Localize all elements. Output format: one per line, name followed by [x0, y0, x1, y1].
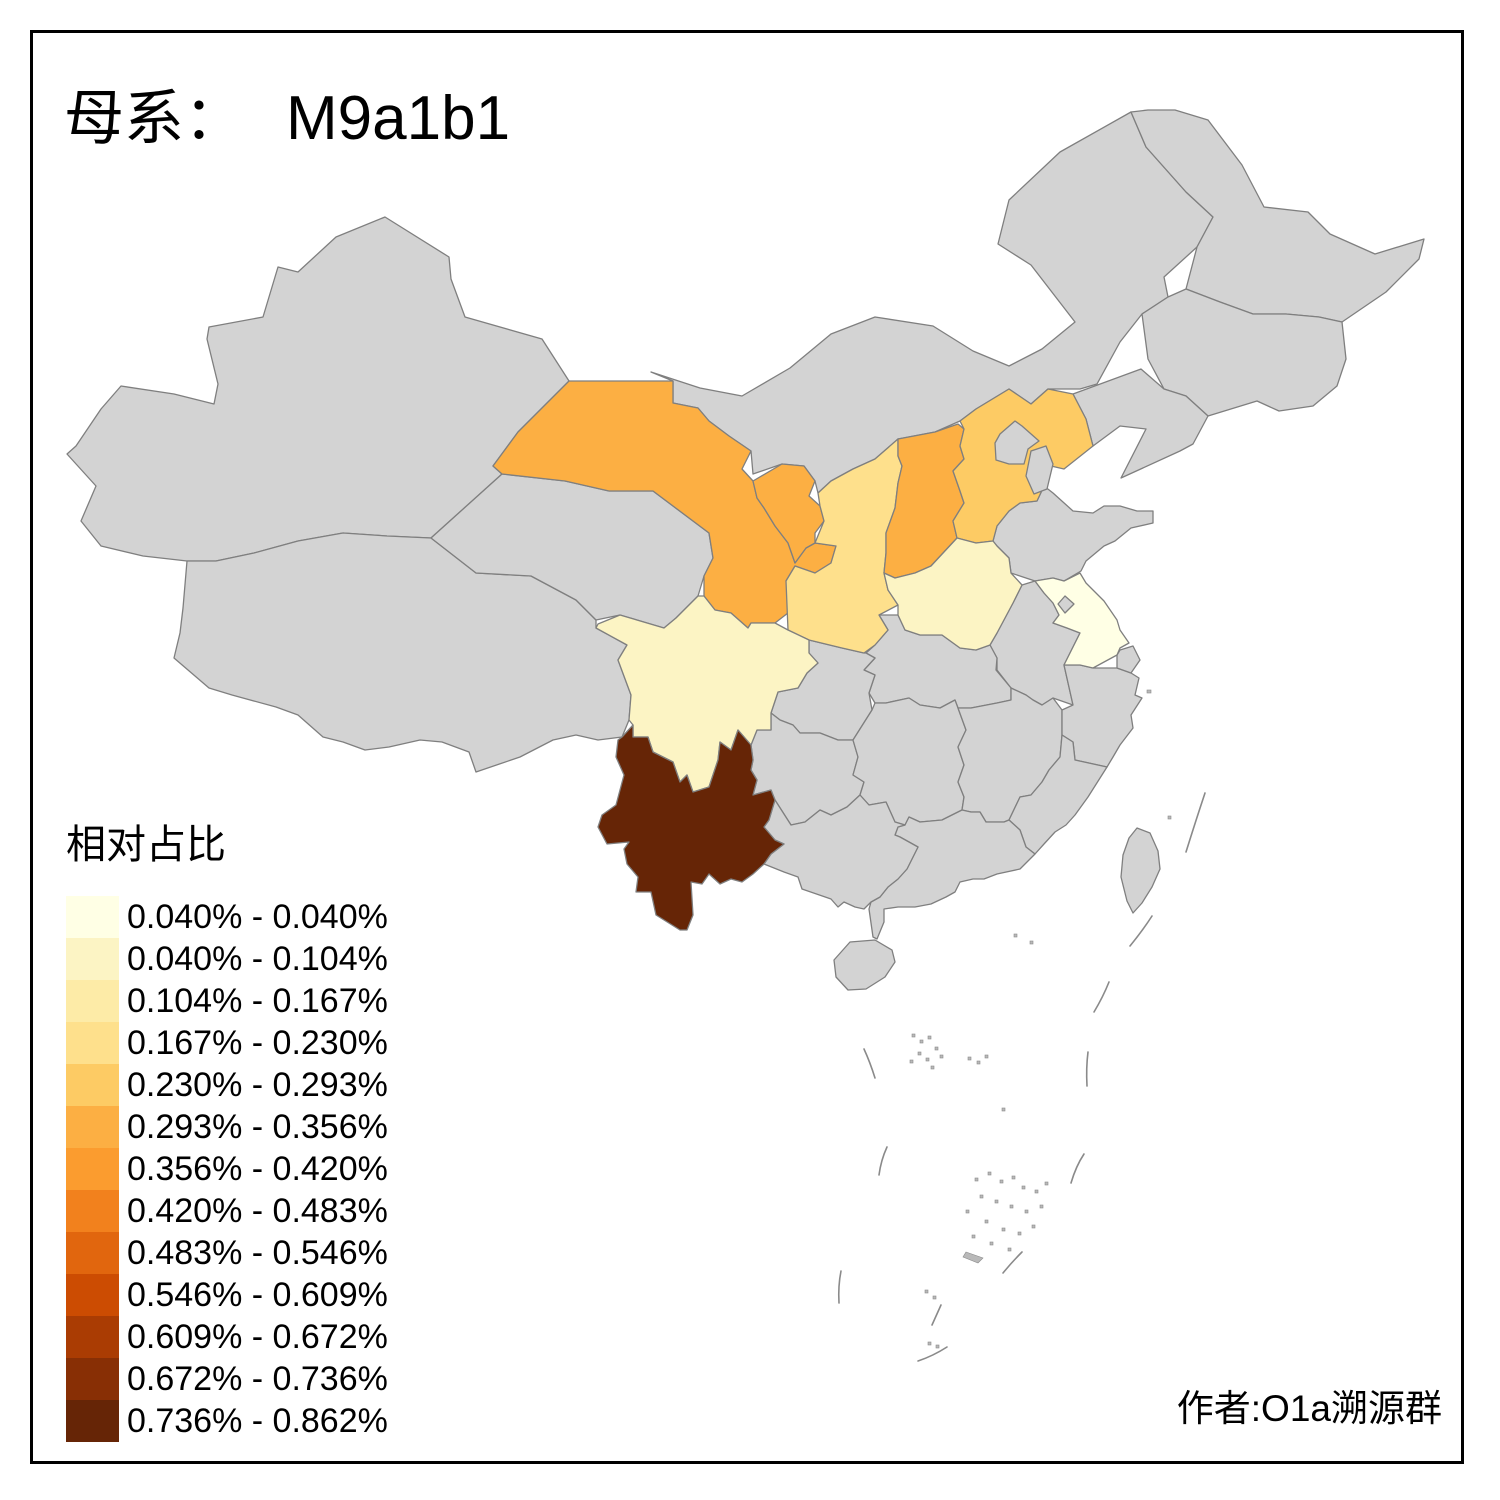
- nine-dash-line-segment: [1093, 981, 1110, 1013]
- title-haplogroup: M9a1b1: [286, 84, 511, 153]
- legend-label: 0.167% - 0.230%: [127, 1024, 388, 1062]
- province-ningxia: [752, 463, 825, 564]
- legend-swatch: [66, 1400, 119, 1442]
- province-hebei: [952, 388, 1094, 544]
- nine-dash-line-segment: [1002, 1251, 1023, 1274]
- nine-dash-line-segment: [1070, 1153, 1085, 1184]
- nine-dash-line-segment: [863, 1048, 876, 1079]
- legend-row: 0.609% - 0.672%: [66, 1316, 388, 1358]
- lake-hongze: [1057, 595, 1075, 614]
- legend-title: 相对占比: [66, 822, 226, 867]
- nine-dash-line: [837, 792, 1206, 1362]
- legend-row: 0.420% - 0.483%: [66, 1190, 388, 1232]
- legend-label: 0.672% - 0.736%: [127, 1360, 388, 1398]
- legend-label: 0.356% - 0.420%: [127, 1150, 388, 1188]
- legend-label: 0.483% - 0.546%: [127, 1234, 388, 1272]
- legend-row: 0.546% - 0.609%: [66, 1274, 388, 1316]
- legend-swatch: [66, 1316, 119, 1358]
- legend: 相对占比 0.040% - 0.040% 0.040% - 0.104% 0.104…: [66, 812, 388, 1442]
- legend-swatch: [66, 1232, 119, 1274]
- legend-swatch: [66, 1106, 119, 1148]
- legend-swatch: [66, 1358, 119, 1400]
- nine-dash-line-segment: [917, 1346, 948, 1362]
- legend-swatch: [66, 1190, 119, 1232]
- legend-label: 0.040% - 0.104%: [127, 940, 388, 978]
- nine-dash-line-segment: [878, 1146, 888, 1176]
- legend-swatch: [66, 896, 119, 938]
- legend-label: 0.104% - 0.167%: [127, 982, 388, 1020]
- province-hainan: [833, 939, 896, 991]
- legend-rows: 0.040% - 0.040% 0.040% - 0.104% 0.104% - 0…: [66, 896, 388, 1442]
- province-jilin: [1141, 288, 1347, 417]
- legend-swatch: [66, 1022, 119, 1064]
- province-henan: [883, 537, 1023, 651]
- nine-dash-line-segment: [931, 1304, 942, 1326]
- legend-label: 0.230% - 0.293%: [127, 1066, 388, 1104]
- legend-row: 0.230% - 0.293%: [66, 1064, 388, 1106]
- legend-row: 0.356% - 0.420%: [66, 1148, 388, 1190]
- attribution: 作者:O1a溯源群: [1176, 1388, 1442, 1429]
- legend-swatch: [66, 1064, 119, 1106]
- province-shanghai: [1116, 645, 1141, 674]
- nine-dash-line-segment: [1185, 792, 1206, 853]
- nine-dash-line-segment: [837, 1270, 842, 1304]
- legend-row: 0.483% - 0.546%: [66, 1232, 388, 1274]
- province-inner-mongolia: [650, 111, 1214, 494]
- legend-row: 0.104% - 0.167%: [66, 980, 388, 1022]
- legend-label: 0.609% - 0.672%: [127, 1318, 388, 1356]
- islands: [909, 689, 1172, 1349]
- legend-swatch: [66, 938, 119, 980]
- legend-swatch: [66, 1274, 119, 1316]
- province-taiwan: [1120, 827, 1161, 914]
- province-beijing: [994, 420, 1040, 465]
- legend-label: 0.293% - 0.356%: [127, 1108, 388, 1146]
- page-title: 母系： M9a1b1: [64, 70, 510, 157]
- legend-row: 0.040% - 0.104%: [66, 938, 388, 980]
- legend-row: 0.293% - 0.356%: [66, 1106, 388, 1148]
- legend-label: 0.040% - 0.040%: [127, 898, 388, 936]
- province-heilongjiang: [1130, 109, 1425, 323]
- nine-dash-line-segment: [1085, 1051, 1089, 1087]
- nine-dash-line-segment: [1129, 915, 1153, 947]
- province-yunnan: [597, 724, 785, 931]
- legend-label: 0.546% - 0.609%: [127, 1276, 388, 1314]
- legend-label: 0.736% - 0.862%: [127, 1402, 388, 1440]
- legend-row: 0.672% - 0.736%: [66, 1358, 388, 1400]
- legend-row: 0.167% - 0.230%: [66, 1022, 388, 1064]
- legend-label: 0.420% - 0.483%: [127, 1192, 388, 1230]
- legend-swatch: [66, 1148, 119, 1190]
- legend-row: 0.040% - 0.040%: [66, 896, 388, 938]
- province-jiangsu: [1034, 572, 1130, 669]
- province-tianjin: [1025, 445, 1054, 495]
- legend-row: 0.736% - 0.862%: [66, 1400, 388, 1442]
- spratly-bank: [962, 1251, 984, 1264]
- title-prefix: 母系：: [64, 86, 244, 152]
- legend-swatch: [66, 980, 119, 1022]
